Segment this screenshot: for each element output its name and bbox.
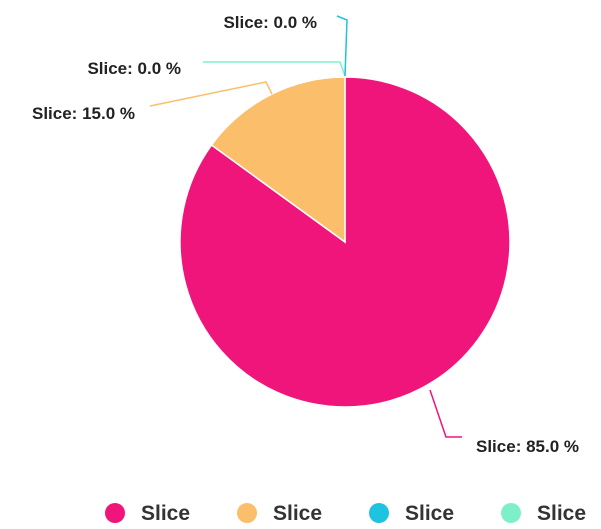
legend-marker [105,503,125,523]
legend-marker [369,503,389,523]
legend-item[interactable]: Slice [105,502,190,525]
legend-label: Slice [405,502,454,525]
legend-label: Slice [273,502,322,525]
legend-label: Slice [537,502,586,525]
slice-leader-line [203,61,346,77]
legend-item[interactable]: Slice [237,502,322,525]
slice-data-label: Slice: 85.0 % [476,437,579,456]
legend-item[interactable]: Slice [501,502,586,525]
pie-slice [210,76,346,244]
legend-marker [501,503,521,523]
slice-leader-line [149,81,273,107]
legend-marker [237,503,257,523]
legend-label: Slice [141,502,190,525]
slice-leader-line [429,389,462,438]
legend-item[interactable]: Slice [369,502,454,525]
slice-leader-line [336,15,348,77]
slice-data-label: Slice: 15.0 % [32,104,135,123]
slice-data-label: Slice: 0.0 % [223,13,317,32]
slice-data-label: Slice: 0.0 % [87,59,181,78]
